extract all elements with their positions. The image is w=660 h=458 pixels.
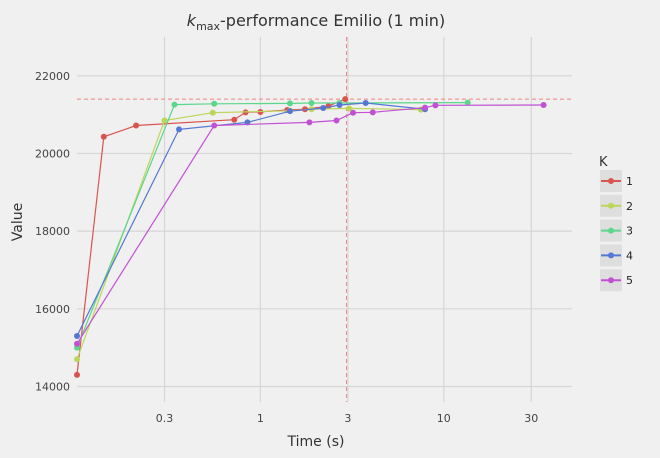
x-tick-label: 30 [524, 412, 538, 425]
x-tick-label: 1 [257, 412, 264, 425]
y-tick-label: 20000 [35, 147, 70, 160]
data-point [74, 332, 80, 339]
y-tick-label: 18000 [35, 225, 70, 238]
x-axis-label: Time (s) [287, 434, 345, 450]
legend-key-marker [608, 252, 614, 259]
x-tick-label: 10 [437, 412, 451, 425]
x-tick-label: 0.3 [156, 412, 174, 425]
y-tick-label: 22000 [35, 70, 70, 83]
legend-key-marker [608, 277, 614, 284]
y-tick-label: 16000 [35, 303, 70, 316]
legend-entry-3: 3 [626, 225, 633, 238]
data-point [161, 117, 168, 124]
legend-key-marker [608, 178, 614, 184]
data-point [231, 116, 238, 123]
data-point [74, 340, 80, 347]
data-point [362, 100, 369, 107]
data-point [422, 104, 429, 111]
legend-entry-5: 5 [626, 274, 633, 287]
plot-background [77, 37, 572, 402]
data-point [211, 100, 218, 107]
chart-title: kmax-performance Emilio (1 min) [187, 11, 445, 33]
data-point [176, 126, 183, 133]
series-group [74, 96, 547, 378]
data-point [308, 100, 315, 107]
data-point [333, 117, 340, 124]
legend-key-marker [608, 227, 614, 234]
legend-key-marker [608, 202, 614, 209]
x-axis-ticks: 0.3 1 3 10 30 [156, 412, 539, 425]
data-point [336, 101, 343, 108]
y-axis-label: Value [10, 203, 26, 241]
reference-lines [77, 37, 572, 402]
legend-title: K [599, 155, 608, 170]
data-point [171, 101, 178, 108]
data-point [211, 122, 218, 129]
data-point [286, 100, 293, 107]
data-point [286, 108, 293, 115]
legend-entry-1: 1 [626, 175, 633, 188]
series-5 [74, 101, 547, 347]
series-line-4 [76, 102, 426, 337]
data-point [74, 356, 80, 363]
plot-area [77, 37, 572, 402]
series-4 [74, 100, 429, 339]
data-point [346, 105, 353, 112]
data-point [350, 109, 357, 116]
data-point [306, 119, 313, 126]
data-point [540, 101, 547, 108]
y-axis-ticks: 14000 16000 18000 20000 22000 [35, 70, 70, 394]
legend-entry-2: 2 [626, 200, 633, 213]
data-point [369, 109, 376, 116]
legend: K 1 2 3 4 5 [599, 155, 633, 292]
data-point [133, 122, 140, 129]
data-point [342, 96, 349, 103]
data-point [74, 371, 80, 378]
data-point [464, 99, 471, 106]
data-point [209, 109, 216, 116]
y-tick-label: 14000 [35, 380, 70, 393]
x-tick-label: 3 [344, 412, 351, 425]
data-point [432, 102, 439, 109]
legend-entry-4: 4 [626, 249, 633, 262]
data-point [100, 133, 107, 140]
data-point [320, 105, 327, 112]
